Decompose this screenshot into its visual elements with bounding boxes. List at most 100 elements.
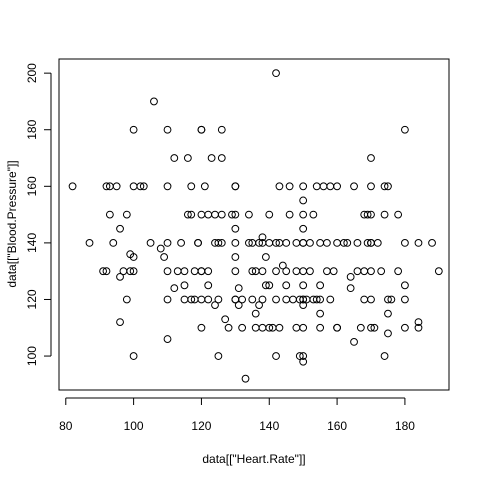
data-point — [99, 267, 107, 276]
data-point — [363, 210, 372, 219]
y-axis-title: data[["Blood.Pressure"]] — [5, 160, 19, 287]
y-tick-label: 180 — [25, 119, 39, 139]
data-point — [255, 301, 263, 310]
data-point — [282, 238, 291, 247]
data-point — [204, 295, 213, 304]
data-point — [261, 281, 270, 290]
data-point — [129, 253, 138, 261]
data-point — [367, 182, 375, 191]
data-point — [346, 284, 355, 293]
y-tick-label: 160 — [25, 176, 39, 196]
data-point — [299, 323, 308, 332]
data-point — [160, 253, 169, 261]
data-point — [214, 295, 223, 304]
data-point — [316, 295, 325, 304]
data-point — [306, 238, 314, 247]
plot-frame — [58, 58, 450, 391]
data-point — [272, 295, 280, 304]
data-point — [163, 335, 172, 343]
data-point — [180, 281, 189, 290]
data-point — [306, 267, 314, 276]
data-point — [136, 182, 145, 191]
data-point — [150, 97, 158, 106]
data-point — [272, 267, 280, 276]
data-point — [353, 238, 362, 247]
data-point — [112, 182, 121, 191]
data-point — [231, 210, 240, 219]
data-point — [129, 352, 138, 360]
data-point — [275, 323, 284, 332]
data-point — [316, 281, 325, 290]
data-point — [238, 323, 247, 332]
data-point — [312, 295, 321, 304]
data-point — [102, 267, 111, 276]
data-point — [401, 125, 409, 134]
data-point — [428, 238, 436, 247]
data-point — [278, 261, 287, 270]
data-point — [156, 244, 165, 253]
data-point — [197, 125, 206, 134]
data-point — [326, 295, 335, 304]
data-point — [221, 315, 230, 324]
data-point — [316, 323, 325, 332]
data-point — [401, 238, 409, 247]
data-point — [139, 182, 148, 191]
data-point — [163, 267, 172, 276]
data-point — [163, 295, 172, 304]
data-point — [414, 323, 423, 332]
data-point — [295, 352, 304, 360]
y-tick-label: 100 — [25, 346, 39, 366]
data-point — [200, 182, 209, 191]
data-point — [109, 238, 118, 247]
data-point — [187, 210, 196, 219]
data-point — [272, 352, 280, 360]
y-tick-label: 200 — [25, 63, 39, 83]
data-point — [367, 210, 375, 219]
data-point — [146, 238, 155, 247]
data-point — [367, 267, 375, 276]
data-point — [350, 182, 358, 191]
data-point — [245, 238, 253, 247]
data-point — [401, 281, 409, 290]
data-point — [204, 281, 213, 290]
data-point — [187, 295, 196, 304]
data-point — [265, 281, 274, 290]
data-point — [380, 352, 389, 360]
data-point — [251, 309, 260, 318]
data-point — [126, 267, 135, 276]
data-point — [282, 281, 291, 290]
data-point — [245, 210, 253, 219]
data-point — [377, 267, 386, 276]
data-point — [238, 295, 247, 304]
data-point — [272, 238, 280, 247]
data-point — [217, 238, 226, 247]
data-point — [228, 210, 236, 219]
data-point — [122, 295, 131, 304]
x-tick-label: 120 — [191, 419, 211, 433]
x-tick-label: 160 — [327, 419, 347, 433]
data-point — [299, 196, 308, 205]
data-point — [401, 323, 409, 332]
data-point — [204, 267, 213, 276]
data-point — [350, 338, 358, 346]
data-point — [282, 267, 291, 276]
data-point — [367, 323, 375, 332]
data-point — [183, 154, 192, 162]
points-layer — [68, 69, 443, 383]
data-point — [68, 182, 77, 191]
data-point — [434, 267, 443, 276]
data-point — [85, 238, 94, 247]
data-point — [363, 238, 372, 247]
data-point — [285, 210, 294, 219]
data-point — [231, 253, 240, 261]
data-point — [384, 182, 392, 191]
x-axis: 80 100 120 140 160 180 — [59, 397, 415, 433]
data-point — [129, 125, 138, 134]
data-point — [105, 210, 114, 219]
data-point — [224, 323, 233, 332]
data-point — [170, 154, 179, 162]
data-point — [102, 182, 111, 191]
data-point — [272, 69, 280, 78]
